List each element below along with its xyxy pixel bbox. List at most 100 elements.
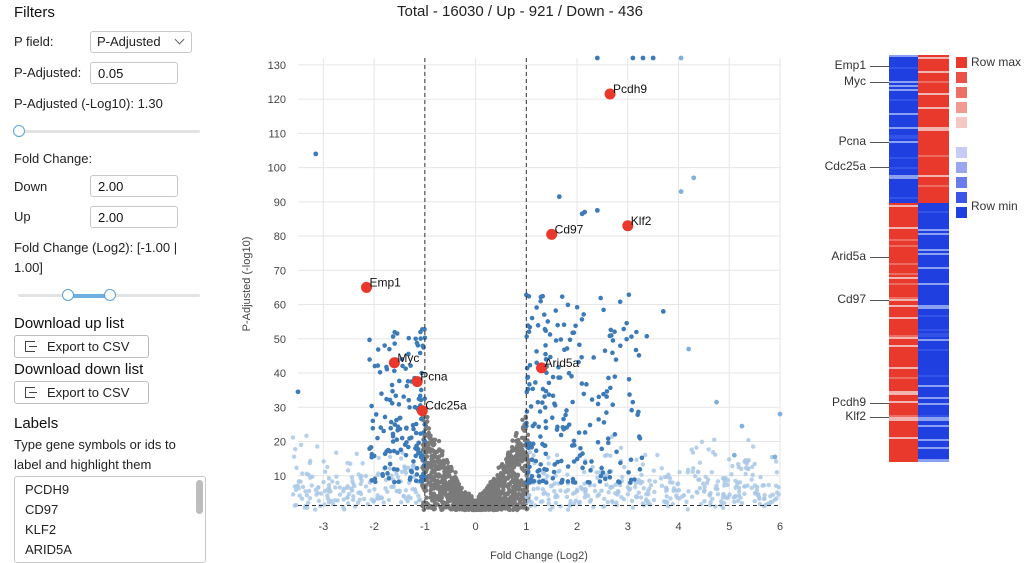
point-significant-light [568, 498, 573, 504]
point-nonsignificant [450, 502, 456, 507]
point-nonsignificant [445, 481, 451, 486]
point-nonsignificant [484, 489, 489, 495]
point-significant-light [638, 495, 644, 500]
heatmap-cell [889, 457, 918, 459]
heatmap-row-label: Pcna [838, 134, 866, 148]
point-nonsignificant [452, 498, 457, 503]
p-adjusted-slider-track[interactable] [18, 130, 200, 133]
down-input[interactable]: 2.00 [90, 175, 178, 197]
point-nonsignificant [510, 472, 515, 477]
point-significant-light [335, 498, 340, 503]
point-significant [567, 337, 573, 343]
heatmap-cell [918, 75, 949, 77]
point-nonsignificant [462, 507, 468, 512]
point-significant-light [661, 499, 667, 504]
point-significant [598, 473, 604, 479]
point-nonsignificant [427, 433, 433, 439]
point-nonsignificant [462, 499, 467, 504]
heatmap-cell [918, 195, 949, 197]
point-nonsignificant [477, 493, 483, 498]
point-significant-light [313, 487, 318, 493]
heatmap-cell [889, 195, 918, 197]
heatmap-cell [918, 65, 949, 67]
legend-swatch [956, 57, 967, 68]
point-significant-light [351, 494, 356, 499]
labels-textarea[interactable]: PCDH9 CD97 KLF2 ARID5A [14, 476, 206, 563]
point-significant-light [644, 492, 649, 497]
point-nonsignificant [465, 498, 471, 503]
point-nonsignificant [461, 493, 466, 498]
point-nonsignificant [495, 486, 500, 492]
point-nonsignificant [525, 506, 530, 511]
point-significant-light [349, 475, 355, 480]
point-nonsignificant [477, 505, 482, 511]
heatmap-cell [918, 175, 949, 177]
point-nonsignificant [462, 503, 468, 508]
heatmap-cell [918, 289, 949, 291]
point-nonsignificant [477, 498, 482, 503]
point-significant-light [742, 484, 748, 489]
point-significant-light [629, 498, 635, 504]
point-nonsignificant [510, 447, 516, 453]
point-nonsignificant [520, 426, 526, 431]
point-significant-light [546, 461, 551, 466]
point-significant [581, 312, 586, 317]
point-nonsignificant [470, 505, 475, 510]
point-nonsignificant [424, 477, 430, 483]
point-significant-light [527, 498, 532, 504]
point-nonsignificant [512, 486, 518, 492]
point-nonsignificant [492, 488, 498, 494]
heatmap-cell [889, 379, 918, 381]
point-significant-light [732, 499, 737, 505]
fold-change-label: Fold Change: [14, 151, 93, 166]
point-nonsignificant [468, 501, 474, 506]
point-nonsignificant [451, 482, 456, 487]
heatmap-cell [889, 71, 918, 73]
export-up-csv-button[interactable]: Export to CSV [14, 335, 149, 358]
point-nonsignificant [515, 449, 520, 455]
heatmap-cell [889, 135, 918, 137]
point-nonsignificant [456, 503, 462, 509]
heatmap-cell [918, 345, 949, 347]
point-nonsignificant [422, 449, 428, 455]
point-nonsignificant [459, 492, 465, 497]
p-field-select[interactable]: P-Adjusted [90, 31, 192, 53]
fold-change-slider-thumb-high[interactable] [104, 289, 116, 301]
point-significant [636, 434, 642, 439]
heatmap-cell [918, 299, 949, 301]
p-adjusted-slider-thumb[interactable] [13, 125, 25, 137]
point-significant-light [671, 486, 677, 491]
point-nonsignificant [479, 505, 485, 511]
point-nonsignificant [497, 476, 502, 482]
export-down-csv-button[interactable]: Export to CSV [14, 381, 149, 404]
point-nonsignificant [497, 495, 503, 500]
point-significant-light [546, 501, 551, 506]
point-nonsignificant [439, 478, 444, 484]
p-adjusted-input[interactable]: 0.05 [90, 62, 178, 84]
point-significant [552, 401, 557, 406]
point-significant-light [699, 439, 705, 445]
up-input[interactable]: 2.00 [90, 206, 178, 228]
point-significant [385, 447, 391, 453]
point-nonsignificant [506, 458, 512, 463]
point-nonsignificant [477, 505, 483, 510]
point-nonsignificant [488, 486, 493, 492]
download-down-heading: Download down list [14, 361, 144, 378]
point-nonsignificant [473, 507, 478, 513]
point-nonsignificant [455, 495, 461, 500]
point-nonsignificant [423, 420, 429, 426]
point-nonsignificant [467, 496, 472, 501]
point-significant [543, 451, 549, 457]
point-nonsignificant [461, 499, 466, 504]
heatmap-cell [889, 365, 918, 367]
point-significant-light [349, 486, 354, 491]
fold-change-slider-thumb-low[interactable] [62, 289, 75, 301]
point-nonsignificant [456, 482, 462, 487]
heatmap-cell [889, 421, 918, 423]
textarea-scrollbar[interactable] [196, 480, 203, 514]
point-nonsignificant [511, 456, 516, 462]
point-significant [373, 412, 379, 417]
point-significant-light [352, 504, 358, 509]
point-significant [393, 393, 399, 399]
point-nonsignificant [492, 487, 498, 492]
